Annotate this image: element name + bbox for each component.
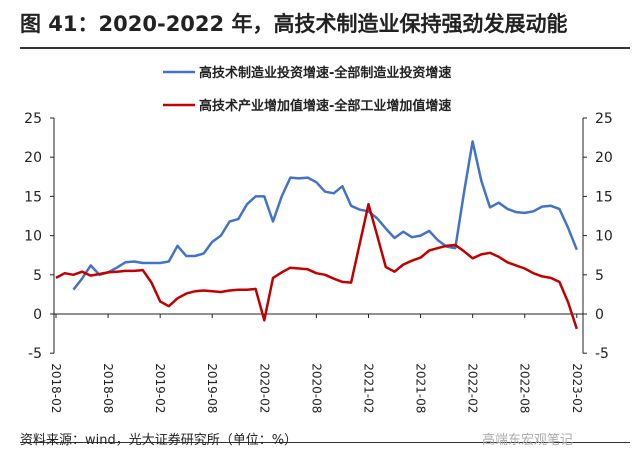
x-tick-label: 2022-02 bbox=[466, 363, 480, 413]
legend-label-2: 高技术产业增加值增速-全部工业增加值增速 bbox=[199, 98, 451, 114]
left-y-tick-label: 5 bbox=[33, 268, 42, 284]
left-y-tick-label: 15 bbox=[24, 189, 42, 205]
x-tick-label: 2018-08 bbox=[101, 363, 115, 413]
x-tick-label: 2022-08 bbox=[518, 363, 532, 413]
left-y-tick-label: 0 bbox=[33, 307, 42, 323]
left-y-tick-label: 20 bbox=[24, 150, 42, 166]
legend-label-1: 高技术制造业投资增速-全部制造业投资增速 bbox=[199, 65, 451, 81]
right-y-tick-label: 10 bbox=[595, 229, 613, 245]
series-line-2 bbox=[55, 202, 578, 330]
x-tick-label: 2019-02 bbox=[153, 363, 167, 413]
x-tick-label: 2021-02 bbox=[361, 363, 375, 413]
right-y-tick-label: 25 bbox=[595, 111, 613, 127]
x-tick-label: 2023-02 bbox=[570, 363, 584, 413]
x-tick-label: 2020-02 bbox=[257, 363, 271, 413]
footer-divider bbox=[20, 442, 630, 443]
left-y-tick-label: 25 bbox=[24, 111, 42, 127]
x-tick-label: 2018-02 bbox=[49, 363, 63, 413]
left-y-tick-label: 10 bbox=[24, 229, 42, 245]
right-y-tick-label: 20 bbox=[595, 150, 613, 166]
right-y-tick-label: -5 bbox=[595, 346, 609, 362]
chart-title: 图 41：2020-2022 年，高技术制造业保持强劲发展动能 bbox=[20, 12, 568, 36]
left-y-tick-label: -5 bbox=[28, 346, 42, 362]
series-line-1 bbox=[72, 140, 578, 291]
x-tick-label: 2021-08 bbox=[414, 363, 428, 413]
right-y-tick-label: 15 bbox=[595, 189, 613, 205]
x-tick-label: 2020-08 bbox=[309, 363, 323, 413]
right-y-tick-label: 0 bbox=[595, 307, 604, 323]
source-note: 资料来源：wind，光大证券研究所（单位：%） bbox=[20, 433, 298, 448]
title-divider bbox=[20, 47, 630, 49]
right-y-tick-label: 5 bbox=[595, 268, 604, 284]
watermark: 高端东宏观笔记 bbox=[482, 433, 574, 448]
x-tick-label: 2019-08 bbox=[205, 363, 219, 413]
